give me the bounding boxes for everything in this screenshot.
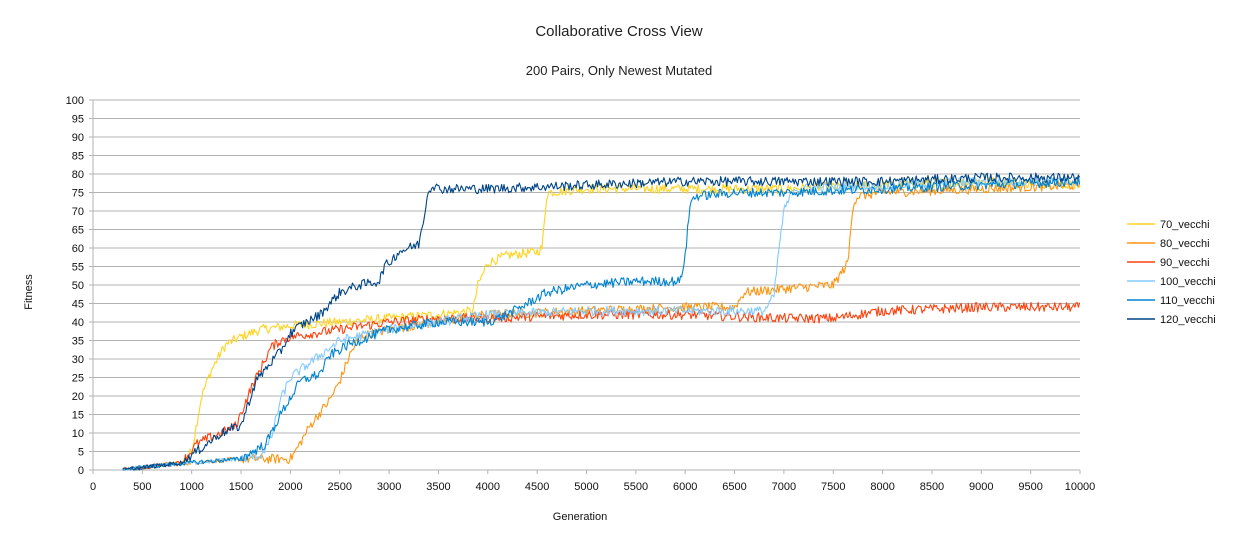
x-tick-label: 3500	[426, 481, 450, 493]
y-axis-ticks: 0 5 10 15 20 25 30 35 40 45 50 55 60 65 70 75 80 85 90 95 10…	[66, 95, 93, 477]
series-line-110-vecchi	[122, 176, 1081, 471]
x-tick-label: 6000	[673, 481, 697, 493]
legend: 70_vecchi 80_vecchi 90_vecchi 100_vecchi 110…	[1127, 219, 1216, 326]
chart-title: Collaborative Cross View	[535, 23, 702, 40]
y-tick-label: 100	[66, 95, 84, 107]
series-lines	[122, 172, 1081, 471]
x-axis-ticks: 0 500 1000 1500 2000 2500 3000 3500 4000 4500 5000…	[90, 470, 1095, 493]
series-line-90-vecchi	[122, 301, 1081, 471]
x-tick-label: 2500	[328, 481, 352, 493]
y-tick-label: 85	[72, 151, 84, 163]
y-tick-label: 35	[72, 336, 84, 348]
y-tick-label: 90	[72, 132, 84, 144]
y-tick-label: 0	[78, 465, 84, 477]
y-tick-label: 20	[72, 391, 84, 403]
legend-label-70-vecchi: 70_vecchi	[1160, 219, 1210, 231]
x-tick-label: 4000	[476, 481, 500, 493]
x-tick-label: 6500	[722, 481, 746, 493]
x-tick-label: 7000	[772, 481, 796, 493]
x-tick-label: 7500	[821, 481, 845, 493]
y-tick-label: 65	[72, 225, 84, 237]
x-tick-label: 500	[133, 481, 151, 493]
x-tick-label: 8500	[920, 481, 944, 493]
series-line-80-vecchi	[122, 180, 1080, 471]
x-tick-label: 9500	[1018, 481, 1042, 493]
series-line-120-vecchi	[122, 172, 1081, 471]
x-tick-label: 0	[90, 481, 96, 493]
x-tick-label: 1000	[179, 481, 203, 493]
chart-subtitle: 200 Pairs, Only Newest Mutated	[526, 63, 712, 78]
y-tick-label: 45	[72, 299, 84, 311]
y-axis-label: Fitness	[23, 274, 35, 310]
x-tick-label: 5000	[574, 481, 598, 493]
y-tick-label: 25	[72, 373, 84, 385]
gridlines	[93, 99, 1080, 471]
y-tick-label: 5	[78, 447, 84, 459]
legend-label-90-vecchi: 90_vecchi	[1160, 257, 1210, 269]
x-tick-label: 3000	[377, 481, 401, 493]
x-tick-label: 10000	[1065, 481, 1096, 493]
legend-label-100-vecchi: 100_vecchi	[1160, 276, 1216, 288]
x-tick-label: 5500	[624, 481, 648, 493]
x-tick-label: 4500	[525, 481, 549, 493]
y-tick-label: 60	[72, 243, 84, 255]
y-tick-label: 95	[72, 114, 84, 126]
x-axis-label: Generation	[553, 511, 607, 523]
x-tick-label: 9000	[969, 481, 993, 493]
y-tick-label: 10	[72, 428, 84, 440]
y-tick-label: 50	[72, 280, 84, 292]
y-tick-label: 30	[72, 354, 84, 366]
x-tick-label: 2000	[278, 481, 302, 493]
y-tick-label: 70	[72, 206, 84, 218]
x-tick-label: 1500	[229, 481, 253, 493]
legend-label-80-vecchi: 80_vecchi	[1160, 238, 1210, 250]
legend-label-110-vecchi: 110_vecchi	[1160, 295, 1215, 307]
y-tick-label: 55	[72, 262, 84, 274]
y-tick-label: 40	[72, 317, 84, 329]
y-tick-label: 80	[72, 169, 84, 181]
legend-label-120-vecchi: 120_vecchi	[1160, 314, 1216, 326]
x-tick-label: 8000	[870, 481, 894, 493]
y-tick-label: 15	[72, 410, 84, 422]
y-tick-label: 75	[72, 188, 84, 200]
